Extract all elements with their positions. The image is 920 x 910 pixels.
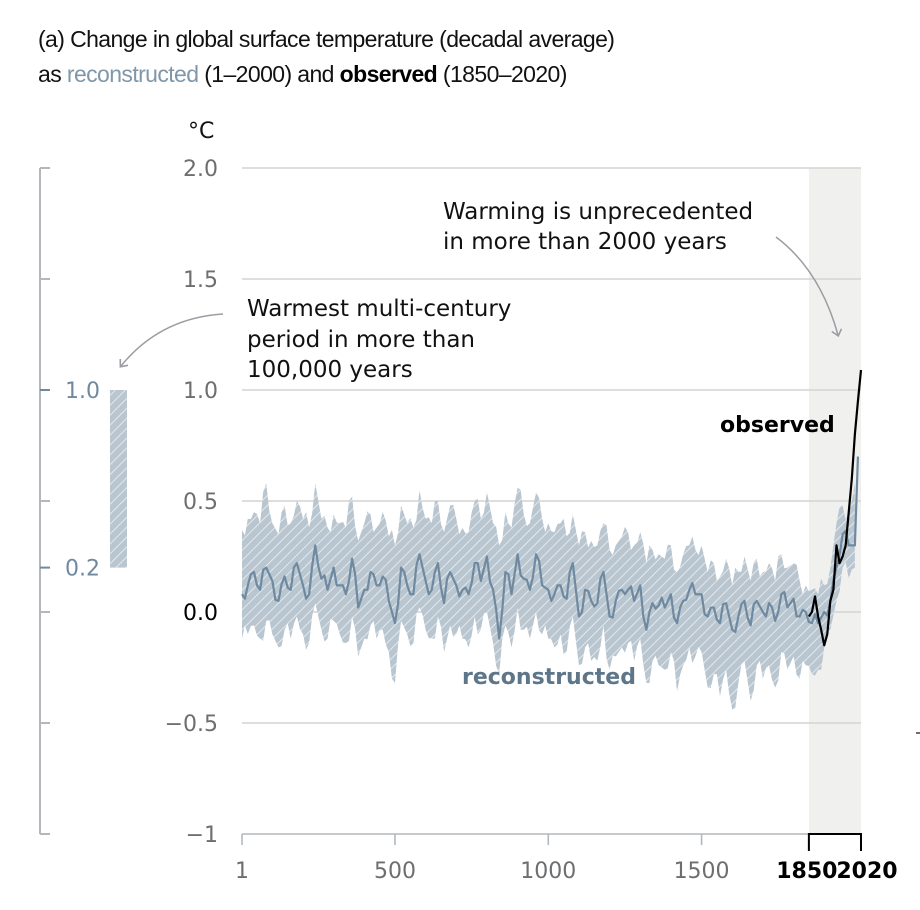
x-tick-label: 500 <box>374 859 416 884</box>
paleo-axis: 1.0 0.2 <box>39 167 100 835</box>
title-observed: observed <box>339 61 438 87</box>
title-line-1: (a) Change in global surface temperature… <box>38 26 615 52</box>
observed-line <box>807 369 863 647</box>
reconstructed-uncertainty-band <box>242 483 855 710</box>
y-tick-label: 2.0 <box>183 157 218 182</box>
reconstructed-label: reconstructed <box>462 665 636 690</box>
observed-period-bracket <box>807 833 862 851</box>
title-suffix: (1850–2020) <box>437 61 567 87</box>
x-tick-label: 1000 <box>520 859 576 884</box>
paleo-range-bar <box>110 390 127 568</box>
x-tick-label: 1850 <box>776 859 837 884</box>
reconstructed-line <box>241 456 860 640</box>
arrow-icon <box>775 236 843 338</box>
annotation-warmest-line-1: Warmest multi-century <box>247 296 511 322</box>
paleo-range-label: 0.2 <box>65 557 100 582</box>
annotation-unprecedented-line-2: in more than 2000 years <box>443 229 727 255</box>
arrow-icon <box>119 313 224 368</box>
y-tick-label: 0.0 <box>183 601 218 626</box>
x-tick-label: 1500 <box>674 859 730 884</box>
y-axis-unit: °C <box>188 119 214 144</box>
title-reconstructed: reconstructed <box>66 61 199 87</box>
title-line-2: as reconstructed (1–2000) and observed (… <box>38 57 614 92</box>
y-tick-label: 1.5 <box>183 268 218 293</box>
annotation-warmest-line-2: period in more than <box>247 327 475 353</box>
title-mid: (1–2000) and <box>198 61 340 87</box>
paleo-range-label: 1.0 <box>65 379 100 404</box>
y-tick-label: −0.5 <box>165 712 218 737</box>
y-tick-label: −1 <box>186 823 218 848</box>
chart-title: (a) Change in global surface temperature… <box>38 22 615 92</box>
y-tick-label: 0.5 <box>183 490 218 515</box>
observed-label: observed <box>720 413 835 438</box>
annotation-unprecedented-line-1: Warming is unprecedented <box>443 199 753 225</box>
title-prefix: as <box>38 61 67 87</box>
y-axis-ticks: 2.0 1.5 1.0 0.5 0.0 −0.5 −1 <box>165 157 218 848</box>
annotation-warmest-line-3: 100,000 years <box>247 357 413 383</box>
y-tick-label: 1.0 <box>183 379 218 404</box>
x-tick-label: 1 <box>235 859 249 884</box>
x-tick-label: 2020 <box>836 859 897 884</box>
